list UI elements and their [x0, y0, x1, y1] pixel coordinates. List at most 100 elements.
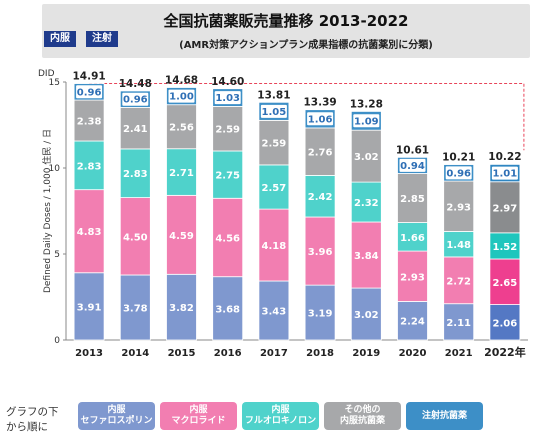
value-label: 0.94 — [400, 161, 425, 172]
value-label: 2.71 — [169, 168, 194, 179]
total-label: 10.22 — [488, 151, 521, 163]
total-label: 13.39 — [303, 97, 336, 109]
y-tick-label: 15 — [49, 78, 60, 88]
bar-segment-2 — [258, 208, 290, 282]
value-label-bg — [214, 91, 241, 105]
value-label: 2.76 — [308, 148, 333, 159]
value-label: 2.83 — [123, 169, 148, 180]
value-label: 2.24 — [400, 317, 425, 328]
value-label: 2.59 — [215, 125, 240, 136]
total-label: 13.28 — [350, 99, 383, 111]
legend-item-5: 注射抗菌薬 — [406, 402, 483, 430]
value-label: 3.96 — [308, 247, 333, 258]
bar-segment-3 — [443, 231, 475, 258]
value-label: 3.68 — [215, 304, 240, 315]
value-label: 3.82 — [169, 303, 194, 314]
value-label: 3.02 — [354, 310, 379, 321]
value-label-bg — [122, 92, 149, 106]
legend-item-2: 内服 マクロライド — [160, 402, 237, 430]
bar-segment-2 — [304, 216, 336, 286]
bar-segment-1 — [119, 274, 151, 341]
bar-segment-2 — [212, 197, 244, 278]
value-label: 2.85 — [400, 194, 425, 205]
value-label: 2.57 — [262, 183, 287, 194]
value-label: 4.59 — [169, 231, 194, 242]
bar-segment-4 — [443, 180, 475, 232]
value-label-bg — [307, 112, 334, 126]
value-label: 1.66 — [400, 233, 425, 244]
total-label: 13.81 — [257, 89, 290, 101]
value-label: 1.05 — [262, 107, 287, 118]
value-label: 3.91 — [77, 302, 102, 313]
x-tick-label: 2021 — [445, 348, 473, 359]
value-label-bg — [445, 166, 472, 180]
value-label: 2.41 — [123, 124, 148, 135]
bar-segment-4 — [73, 99, 105, 142]
value-label: 2.65 — [493, 278, 518, 289]
x-tick-label: 2013 — [75, 348, 103, 359]
value-label: 2.32 — [354, 198, 379, 209]
value-label: 2.42 — [308, 192, 333, 203]
value-label: 0.96 — [77, 87, 102, 98]
value-label: 2.93 — [446, 202, 471, 213]
value-label: 2.75 — [215, 171, 240, 182]
y-tick-label: 0 — [54, 336, 60, 346]
value-label: 2.11 — [446, 318, 471, 329]
value-label: 3.02 — [354, 152, 379, 163]
bar-segment-2 — [489, 258, 521, 305]
value-label: 0.96 — [446, 168, 471, 179]
x-tick-label: 2018 — [306, 348, 334, 359]
value-label: 4.18 — [262, 241, 287, 252]
legend-item-4: その他の 内服抗菌薬 — [324, 402, 401, 430]
value-label: 3.43 — [262, 307, 287, 318]
bar-segment-3 — [212, 150, 244, 199]
bar-segment-1 — [166, 273, 197, 341]
value-label: 2.83 — [77, 161, 102, 172]
bar-segment-1 — [350, 287, 382, 341]
bar-segment-1 — [489, 304, 521, 341]
x-tick-label: 2015 — [168, 348, 196, 359]
value-label: 1.00 — [169, 92, 194, 103]
x-tick-label: 2016 — [214, 348, 242, 359]
bar-segment-2 — [119, 197, 151, 276]
bar-segment-1 — [73, 272, 105, 341]
bar-segment-4 — [489, 181, 521, 234]
bar-segment-1 — [212, 276, 244, 341]
title-bar: 全国抗菌薬販売量推移 2013-2022 (AMR対策アクションプラン成果指標の… — [42, 4, 530, 58]
value-label: 2.56 — [169, 123, 194, 134]
bar-segment-3 — [166, 148, 197, 196]
value-label: 1.03 — [215, 93, 240, 104]
value-label: 4.83 — [77, 227, 102, 238]
value-label: 2.06 — [493, 318, 518, 329]
value-label: 0.96 — [123, 95, 148, 106]
total-label: 10.21 — [442, 151, 475, 163]
y-axis-title: Defined Daily Doses / 1,000 住民 / 日 — [41, 129, 53, 293]
y-tick-label: 5 — [54, 250, 60, 260]
legend-caption: グラフの下 から順に — [6, 406, 59, 433]
total-label: 14.60 — [211, 76, 244, 88]
bar-segment-4 — [258, 119, 290, 166]
bar-segment-4 — [166, 104, 197, 150]
value-label-bg — [168, 89, 195, 103]
x-tick-label: 2019 — [352, 348, 380, 359]
x-tick-label: 2022年 — [484, 345, 526, 359]
chart-subtitle: (AMR対策アクションプラン成果指標の抗菌薬別に分類) — [179, 40, 433, 51]
bar-segment-4 — [350, 129, 382, 183]
injection-badge: 注射 — [86, 31, 118, 47]
value-label: 2.38 — [77, 117, 102, 128]
value-label: 2.59 — [262, 139, 287, 150]
value-label: 2.97 — [493, 203, 518, 214]
value-label: 3.78 — [123, 303, 148, 314]
value-label-bg — [491, 166, 518, 180]
value-label-bg — [399, 158, 426, 172]
value-label: 2.93 — [400, 272, 425, 283]
total-label: 14.48 — [119, 78, 152, 90]
bar-segment-3 — [397, 222, 428, 252]
bar-segment-1 — [397, 301, 428, 341]
value-label: 1.52 — [493, 242, 518, 253]
total-label: 10.61 — [396, 145, 429, 157]
y-unit-label: DID — [38, 69, 55, 79]
value-label-bg — [76, 85, 103, 99]
bar-segment-4 — [397, 173, 428, 223]
